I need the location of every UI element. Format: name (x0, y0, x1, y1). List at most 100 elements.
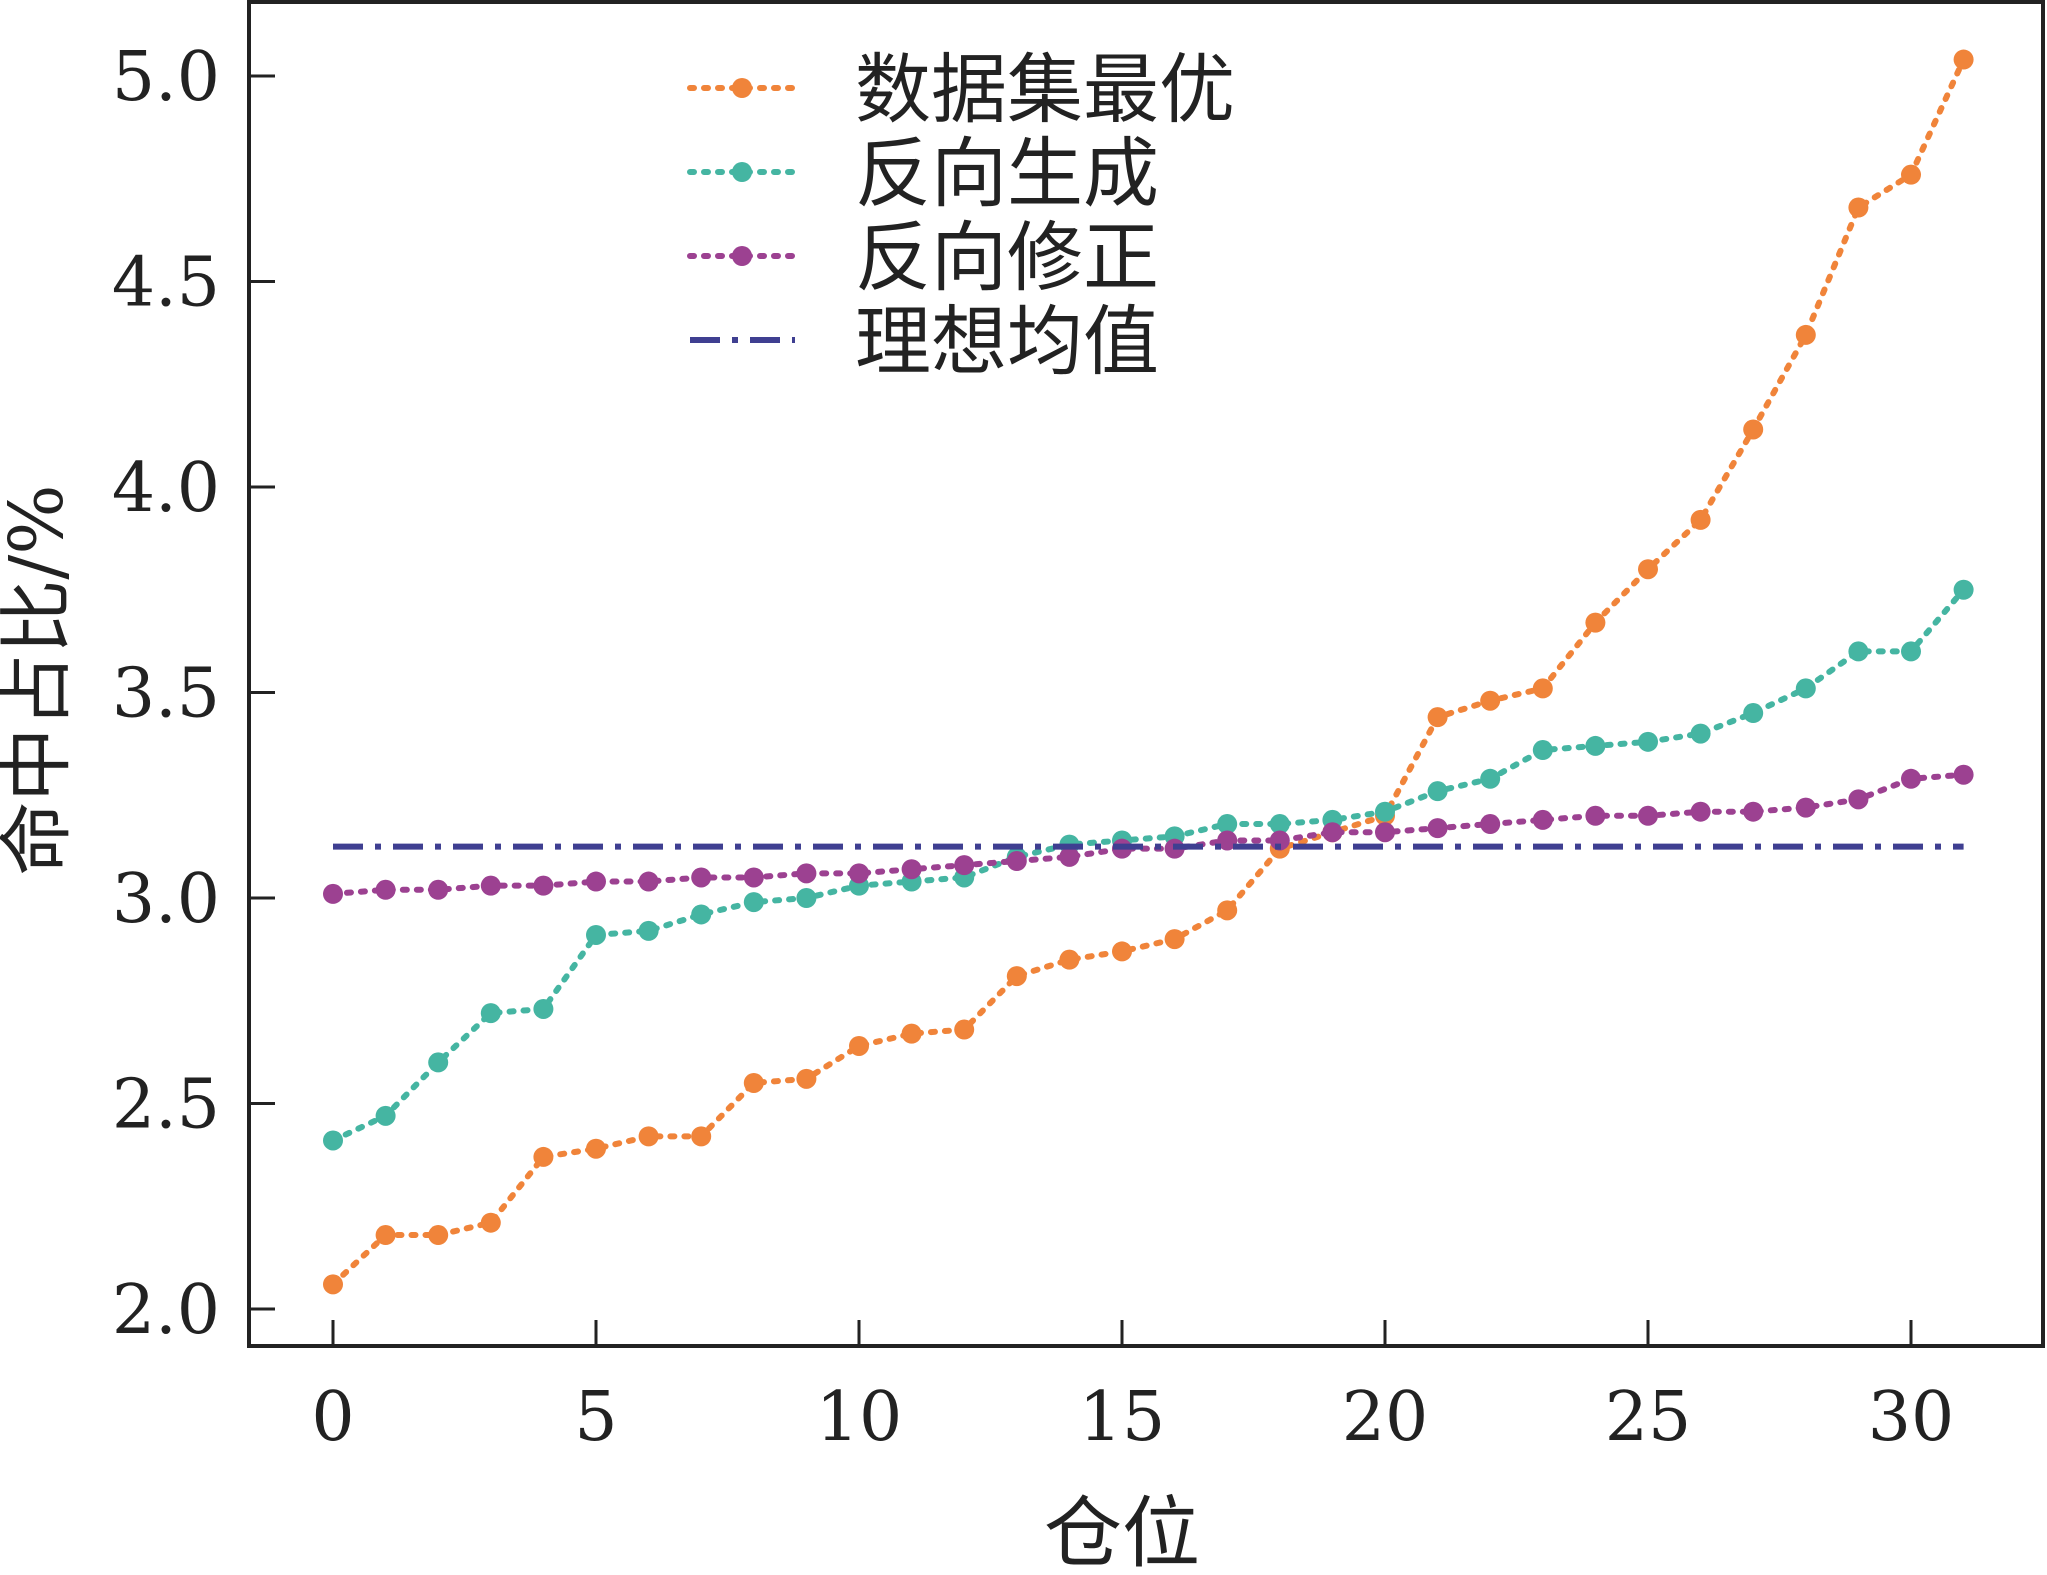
data-point (1585, 735, 1606, 756)
data-point (428, 879, 449, 900)
data-point (1743, 703, 1764, 724)
data-point (1532, 678, 1553, 699)
data-point (1953, 49, 1974, 70)
data-point (1269, 814, 1290, 835)
series-2 (323, 764, 1974, 904)
data-point (954, 1019, 975, 1040)
x-tick-label: 5 (574, 1378, 617, 1457)
data-point (1480, 814, 1501, 835)
data-point (1848, 641, 1869, 662)
data-point (638, 1126, 659, 1147)
data-point (1953, 579, 1974, 600)
data-point (586, 871, 606, 892)
data-point (954, 855, 975, 876)
data-point (1427, 707, 1448, 728)
data-point (796, 888, 817, 908)
data-point (1848, 789, 1869, 810)
data-point (323, 883, 343, 904)
data-point (586, 924, 606, 945)
legend-marker (732, 162, 752, 182)
data-point (796, 1068, 817, 1089)
data-point (1638, 805, 1658, 826)
data-point (1006, 851, 1027, 872)
data-point (1690, 509, 1711, 530)
legend-label: 反向修正 (855, 213, 1159, 302)
series-line (330, 771, 1967, 897)
data-point (1638, 559, 1658, 580)
data-point (1795, 678, 1816, 699)
series-1 (323, 579, 1974, 1151)
y-tick-label: 2.0 (112, 1271, 220, 1350)
data-point (1059, 846, 1080, 867)
data-point (743, 1072, 764, 1093)
data-point (1901, 768, 1921, 789)
data-point (1006, 966, 1027, 987)
data-point (480, 875, 501, 896)
data-point (1743, 419, 1764, 440)
data-point (533, 998, 554, 1019)
legend-label: 数据集最优 (855, 45, 1235, 134)
y-tick-label: 4.0 (112, 449, 220, 528)
data-point (743, 867, 764, 888)
data-point (743, 892, 764, 913)
data-point (691, 1126, 712, 1147)
x-axis-label: 仓位 (1044, 1489, 1200, 1575)
data-point (1059, 949, 1080, 970)
x-tick-label: 30 (1868, 1378, 1955, 1457)
data-point (1901, 164, 1921, 185)
data-point (1638, 731, 1658, 752)
data-point (1427, 818, 1448, 839)
data-point (375, 879, 396, 900)
data-point (691, 867, 712, 888)
data-point (1848, 197, 1869, 218)
data-point (1690, 723, 1711, 744)
data-point (1743, 801, 1764, 822)
y-axis-label: 命中占比/% (0, 484, 80, 875)
y-tick-label: 3.0 (112, 860, 220, 939)
data-point (1953, 764, 1974, 785)
legend-label: 理想均值 (855, 297, 1159, 386)
data-point (691, 904, 712, 925)
data-point (638, 920, 659, 941)
x-tick-label: 10 (816, 1378, 903, 1457)
y-tick-label: 4.5 (112, 244, 220, 323)
data-point (1322, 822, 1343, 843)
x-tick-label: 20 (1342, 1378, 1429, 1457)
data-point (901, 859, 922, 880)
data-point (323, 1274, 343, 1295)
data-point (638, 871, 659, 892)
y-tick-label: 5.0 (112, 38, 220, 117)
x-tick-label: 25 (1605, 1378, 1692, 1457)
data-point (323, 1130, 343, 1151)
x-tick-label: 0 (311, 1378, 354, 1457)
data-point (480, 1003, 501, 1024)
data-point (1532, 809, 1553, 830)
data-point (1585, 805, 1606, 826)
data-point (428, 1225, 449, 1246)
legend-label: 反向生成 (855, 129, 1159, 218)
data-point (1585, 612, 1606, 633)
data-point (849, 1035, 869, 1056)
data-point (1795, 324, 1816, 345)
data-point (849, 863, 869, 884)
data-point (375, 1225, 396, 1246)
data-point (533, 1146, 554, 1167)
data-point (480, 1212, 501, 1233)
data-point (1532, 740, 1553, 761)
data-point (1217, 814, 1238, 835)
data-point (1164, 929, 1185, 950)
y-tick-label: 3.5 (112, 655, 220, 734)
data-point (1480, 768, 1501, 789)
data-point (586, 1138, 606, 1159)
data-point (901, 1023, 922, 1044)
data-point (375, 1105, 396, 1126)
data-point (1217, 830, 1238, 851)
data-point (1795, 797, 1816, 818)
data-point (1375, 822, 1395, 843)
data-point (1375, 801, 1395, 822)
data-point (1480, 690, 1501, 711)
data-point (533, 875, 554, 896)
plot-frame (247, 0, 2045, 1348)
legend-marker (732, 246, 752, 266)
